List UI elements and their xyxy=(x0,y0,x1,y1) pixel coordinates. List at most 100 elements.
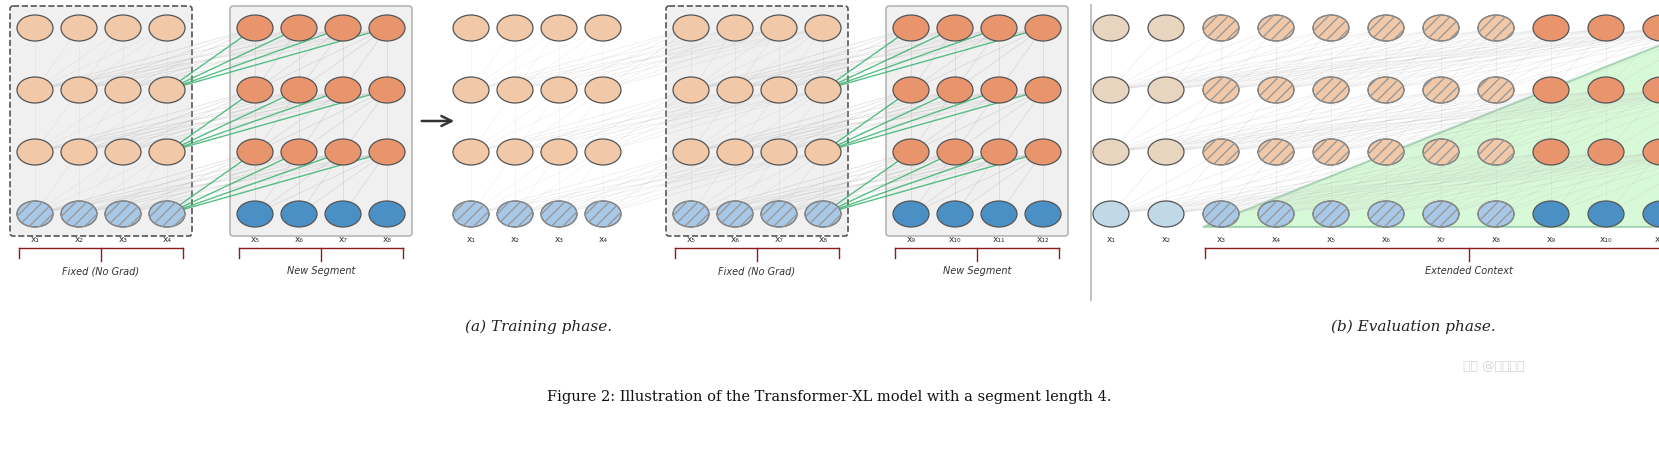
Ellipse shape xyxy=(1533,201,1569,227)
Text: x₂: x₂ xyxy=(511,235,519,244)
Text: x₅: x₅ xyxy=(687,235,695,244)
Text: x₄: x₄ xyxy=(599,235,607,244)
Ellipse shape xyxy=(893,139,929,165)
Ellipse shape xyxy=(980,139,1017,165)
Ellipse shape xyxy=(1258,201,1294,227)
Ellipse shape xyxy=(674,15,708,41)
Text: x₉: x₉ xyxy=(906,235,916,244)
Text: x₆: x₆ xyxy=(1382,235,1390,244)
Ellipse shape xyxy=(453,77,489,103)
Text: x₁₀: x₁₀ xyxy=(949,235,961,244)
Ellipse shape xyxy=(717,139,753,165)
Ellipse shape xyxy=(980,77,1017,103)
FancyBboxPatch shape xyxy=(665,6,848,236)
Ellipse shape xyxy=(1369,15,1404,41)
Text: x₄: x₄ xyxy=(163,235,171,244)
Ellipse shape xyxy=(1588,15,1624,41)
Text: x₁₁: x₁₁ xyxy=(992,235,1005,244)
Text: x₁₁: x₁₁ xyxy=(1654,235,1659,244)
Ellipse shape xyxy=(1423,15,1458,41)
Ellipse shape xyxy=(541,139,577,165)
Ellipse shape xyxy=(149,201,186,227)
Ellipse shape xyxy=(17,139,53,165)
Ellipse shape xyxy=(1148,15,1185,41)
Ellipse shape xyxy=(805,77,841,103)
Text: x₆: x₆ xyxy=(295,235,304,244)
Text: x₁₂: x₁₂ xyxy=(1037,235,1048,244)
Ellipse shape xyxy=(1093,15,1130,41)
Ellipse shape xyxy=(453,139,489,165)
Ellipse shape xyxy=(1025,139,1062,165)
Ellipse shape xyxy=(1588,201,1624,227)
Ellipse shape xyxy=(586,15,620,41)
Ellipse shape xyxy=(1312,139,1349,165)
Ellipse shape xyxy=(893,77,929,103)
Ellipse shape xyxy=(237,201,274,227)
Ellipse shape xyxy=(1423,77,1458,103)
Text: x₇: x₇ xyxy=(338,235,347,244)
Text: x₃: x₃ xyxy=(554,235,564,244)
Ellipse shape xyxy=(453,15,489,41)
Polygon shape xyxy=(1203,15,1659,227)
Ellipse shape xyxy=(105,15,141,41)
Ellipse shape xyxy=(1258,77,1294,103)
Ellipse shape xyxy=(61,77,96,103)
Ellipse shape xyxy=(498,201,533,227)
Ellipse shape xyxy=(17,201,53,227)
Ellipse shape xyxy=(1642,201,1659,227)
Text: x₁₀: x₁₀ xyxy=(1599,235,1613,244)
Ellipse shape xyxy=(105,201,141,227)
Ellipse shape xyxy=(717,201,753,227)
Ellipse shape xyxy=(1312,15,1349,41)
Ellipse shape xyxy=(674,139,708,165)
Text: x₆: x₆ xyxy=(730,235,740,244)
Ellipse shape xyxy=(17,77,53,103)
Ellipse shape xyxy=(149,15,186,41)
Ellipse shape xyxy=(325,15,362,41)
Ellipse shape xyxy=(893,201,929,227)
Ellipse shape xyxy=(149,139,186,165)
Ellipse shape xyxy=(717,77,753,103)
Ellipse shape xyxy=(368,201,405,227)
Ellipse shape xyxy=(761,77,796,103)
Text: x₂: x₂ xyxy=(1161,235,1171,244)
Ellipse shape xyxy=(149,77,186,103)
Text: x₃: x₃ xyxy=(118,235,128,244)
Ellipse shape xyxy=(761,139,796,165)
Ellipse shape xyxy=(1369,139,1404,165)
Ellipse shape xyxy=(937,15,972,41)
Ellipse shape xyxy=(325,139,362,165)
Text: New Segment: New Segment xyxy=(287,266,355,276)
Text: x₄: x₄ xyxy=(1271,235,1281,244)
Ellipse shape xyxy=(1148,201,1185,227)
Text: Fixed (No Grad): Fixed (No Grad) xyxy=(718,266,796,276)
Ellipse shape xyxy=(1588,77,1624,103)
Ellipse shape xyxy=(805,15,841,41)
Ellipse shape xyxy=(325,77,362,103)
Ellipse shape xyxy=(1258,139,1294,165)
Text: x₁: x₁ xyxy=(1107,235,1115,244)
Ellipse shape xyxy=(893,15,929,41)
Text: New Segment: New Segment xyxy=(942,266,1012,276)
Ellipse shape xyxy=(1478,139,1515,165)
Ellipse shape xyxy=(368,15,405,41)
Ellipse shape xyxy=(1258,15,1294,41)
Text: Figure 2: Illustration of the Transformer-XL model with a segment length 4.: Figure 2: Illustration of the Transforme… xyxy=(547,390,1112,404)
Ellipse shape xyxy=(586,77,620,103)
Ellipse shape xyxy=(237,77,274,103)
Ellipse shape xyxy=(1642,77,1659,103)
Ellipse shape xyxy=(980,201,1017,227)
Ellipse shape xyxy=(280,139,317,165)
Text: x₈: x₈ xyxy=(1491,235,1500,244)
Ellipse shape xyxy=(1312,77,1349,103)
Ellipse shape xyxy=(368,139,405,165)
Ellipse shape xyxy=(1478,15,1515,41)
FancyBboxPatch shape xyxy=(10,6,192,236)
Text: x₈: x₈ xyxy=(383,235,392,244)
Ellipse shape xyxy=(805,139,841,165)
Text: x₇: x₇ xyxy=(775,235,783,244)
Ellipse shape xyxy=(1369,77,1404,103)
Ellipse shape xyxy=(541,15,577,41)
Ellipse shape xyxy=(1642,15,1659,41)
Ellipse shape xyxy=(105,77,141,103)
